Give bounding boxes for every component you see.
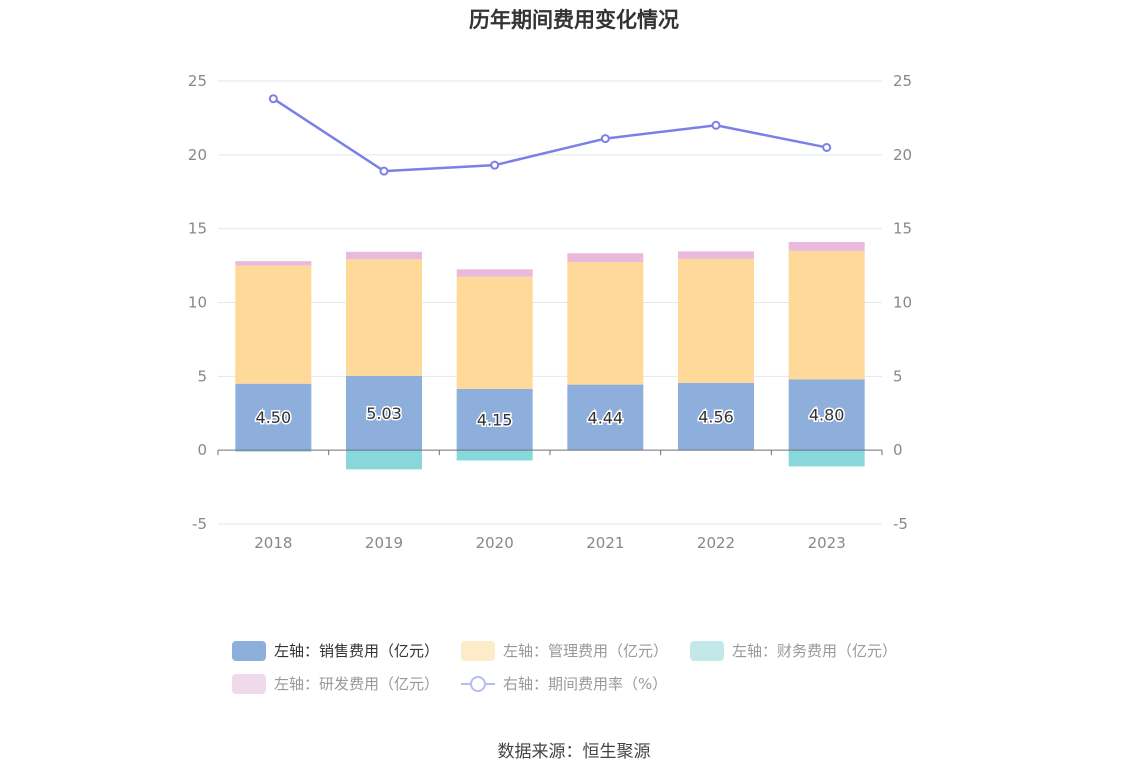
bar-finance [788, 450, 865, 467]
right-y-tick-label: 0 [893, 441, 903, 459]
legend-item-finance[interactable]: 左轴：财务费用（亿元） [690, 640, 897, 661]
left-y-tick-label: -5 [192, 515, 207, 533]
bar-sales [346, 375, 422, 451]
point-expense-ratio [600, 134, 610, 144]
x-tick-label: 2018 [254, 534, 292, 552]
bar-admin [678, 258, 754, 383]
legend-swatch-finance [690, 640, 725, 661]
bar-rnd [235, 261, 312, 266]
source-note: 数据来源：恒生聚源 [497, 742, 651, 762]
bar-sales [678, 382, 754, 451]
bar-rnd [788, 241, 865, 251]
bar-rnd [678, 251, 754, 259]
bar-admin [235, 265, 312, 384]
point-expense-ratio [379, 166, 389, 176]
right-y-tick-label: -5 [893, 515, 908, 533]
legend-label-expense-ratio: 右轴：期间费用率（%） [503, 675, 668, 693]
right-y-tick-label: 15 [893, 220, 912, 238]
bar-sales [567, 384, 644, 451]
data-label-sales: 4.56 [698, 407, 734, 426]
x-tick-label: 2019 [365, 534, 403, 552]
bar-finance [346, 450, 422, 470]
left-y-tick-label: 10 [188, 294, 207, 312]
x-tick-label: 2023 [808, 534, 846, 552]
chart-canvas: -5 0 5 10 15 20 25 -5 0 5 10 15 20 25 4.50 5.03 4.15 4.44… [188, 72, 912, 552]
bar-admin [567, 262, 644, 385]
point-expense-ratio [268, 94, 278, 104]
bar-finance [235, 450, 312, 452]
legend-label-rnd: 左轴：研发费用（亿元） [274, 675, 440, 693]
legend-swatch-admin [461, 640, 496, 661]
left-y-tick-label: 0 [197, 441, 207, 459]
data-label-sales: 5.03 [366, 404, 402, 423]
left-y-tick-label: 5 [197, 367, 207, 385]
bar-rnd [567, 253, 644, 263]
line-expense-ratio [272, 97, 827, 173]
bar-sales [788, 379, 865, 451]
bar-rnd [456, 269, 533, 277]
x-tick-label: 2020 [476, 534, 514, 552]
legend-swatch-expense-ratio [461, 674, 496, 694]
legend-item-sales[interactable]: 左轴：销售费用（亿元） [232, 640, 439, 661]
legend-label-finance: 左轴：财务费用（亿元） [732, 642, 898, 660]
left-y-tick-label: 20 [188, 146, 207, 164]
right-y-tick-label: 10 [893, 294, 912, 312]
point-expense-ratio [711, 120, 721, 130]
legend-row-1: 左轴：销售费用（亿元） 左轴：管理费用（亿元） 左轴：财务费用（亿元） [232, 640, 919, 661]
legend-item-admin[interactable]: 左轴：管理费用（亿元） [461, 640, 668, 661]
right-y-tick-label: 20 [893, 146, 912, 164]
data-label-sales: 4.50 [256, 408, 292, 427]
bar-admin [346, 259, 422, 376]
legend-swatch-sales [232, 640, 266, 661]
left-y-tick-label: 25 [188, 72, 207, 90]
chart-title: 历年期间费用变化情况 [469, 8, 679, 32]
bar-sales [456, 388, 533, 451]
legend-label-admin: 左轴：管理费用（亿元） [503, 642, 669, 660]
bar-rnd [346, 251, 422, 260]
right-y-tick-label: 25 [893, 72, 912, 90]
legend-item-expense-ratio[interactable]: 右轴：期间费用率（%） [461, 673, 667, 694]
data-label-sales: 4.80 [809, 406, 845, 425]
bar-finance [456, 450, 533, 461]
point-expense-ratio [822, 142, 832, 152]
point-expense-ratio [490, 160, 500, 170]
bar-admin [788, 250, 865, 380]
x-tick-label: 2021 [586, 534, 624, 552]
legend-label-sales: 左轴：销售费用（亿元） [274, 642, 440, 660]
x-tick-label: 2022 [697, 534, 735, 552]
bar-sales [235, 383, 312, 451]
legend-row-2: 左轴：研发费用（亿元） 右轴：期间费用率（%） [232, 673, 689, 694]
data-label-sales: 4.44 [588, 408, 624, 427]
legend-item-rnd[interactable]: 左轴：研发费用（亿元） [232, 673, 439, 694]
bar-admin [456, 276, 533, 389]
right-y-tick-label: 5 [893, 367, 903, 385]
legend-swatch-rnd [232, 673, 266, 694]
data-label-sales: 4.15 [477, 411, 513, 430]
left-y-tick-label: 15 [188, 220, 207, 238]
